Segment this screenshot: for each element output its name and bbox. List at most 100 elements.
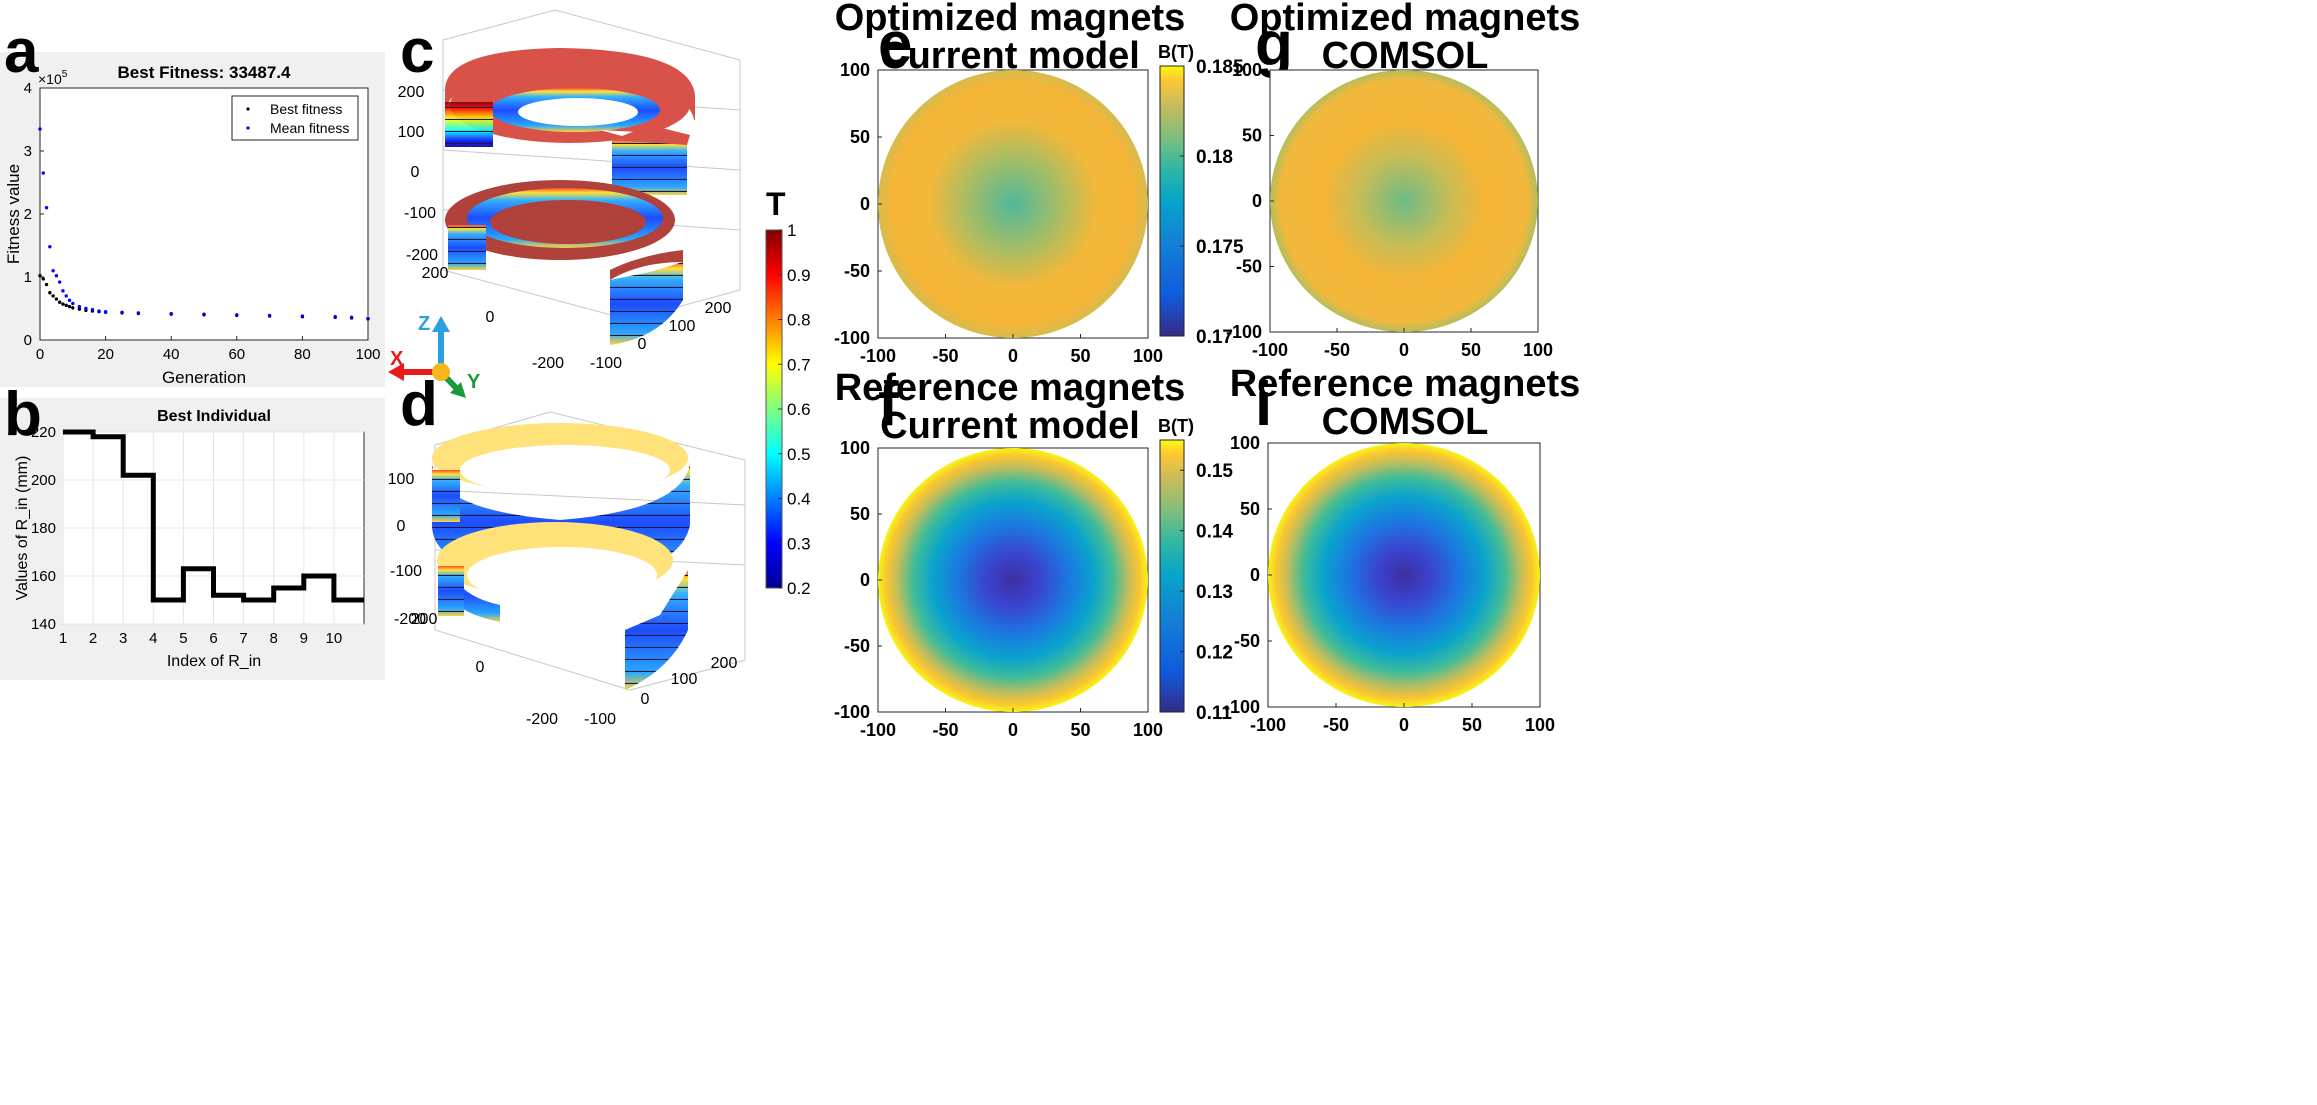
heatmap-colorbar-label: B(T): [1158, 416, 1194, 436]
heatmap-colorbar-tick-label: 0.14: [1196, 522, 1233, 543]
mean-fitness-point: [333, 314, 337, 319]
heatmap-ytick-label: 50: [1242, 126, 1262, 146]
panel-d-y-ticks: -100 0 100 200: [584, 655, 737, 728]
plot-a-xtick-label: 20: [97, 346, 114, 363]
mean-fitness-point: [300, 314, 305, 318]
plot-b-xtick-label: 10: [326, 630, 343, 647]
mean-fitness-point: [349, 315, 354, 320]
plot-b-xtick-label: 2: [89, 630, 97, 647]
plot-b-xtick-label: 7: [239, 630, 247, 647]
legend-best-fitness: Best fitness: [270, 101, 342, 117]
colorbar-T-tick-label: 0.7: [787, 355, 811, 374]
plot-b-xtick-label: 3: [119, 630, 127, 647]
axis-tick-label-3d: 200: [705, 300, 732, 317]
heatmap-title-line: COMSOL: [1322, 401, 1489, 443]
heatmap-ytick-label: -100: [1226, 322, 1262, 342]
heatmap-xtick-label: 50: [1461, 340, 1481, 360]
mean-fitness-point: [90, 308, 95, 312]
plot-b-xlabel: Index of R_in: [167, 653, 261, 670]
panel-label-a: a: [4, 17, 39, 86]
mean-fitness-point: [77, 304, 82, 309]
colorbar-T-tick-label: 0.6: [787, 400, 811, 419]
heatmap-xtick-label: 0: [1008, 720, 1018, 740]
colorbar-T-tick-label: 0.9: [787, 266, 811, 285]
heatmap-xtick-label: -100: [860, 720, 896, 740]
heatmap-title-line: Current model: [880, 405, 1140, 447]
plot-a-points: [38, 127, 370, 321]
panel-d-z-ticks: 100 0 -100 -200: [388, 471, 426, 628]
heatmap-xtick-label: 0: [1399, 715, 1409, 735]
mean-fitness-point: [38, 127, 42, 131]
panel-c-x-ticks: 200 0 -200: [422, 265, 564, 372]
mean-fitness-point: [366, 316, 370, 321]
mean-fitness-point: [48, 245, 52, 249]
best-fitness-point: [57, 300, 62, 304]
heatmap-colorbar-tick-label: 0.18: [1196, 147, 1233, 168]
plot-a-y-exponent: ×105: [38, 69, 68, 87]
mean-fitness-point: [120, 310, 124, 314]
mean-fitness-point: [84, 306, 88, 311]
z-axis-arrowhead: [432, 316, 450, 332]
axes-triad: Z X Y: [388, 313, 481, 398]
heatmap-xtick-label: 0: [1399, 340, 1409, 360]
plot-a-xtick-label: 40: [163, 346, 180, 363]
panel-c-y-ticks: -100 0 100 200: [590, 300, 731, 372]
heatmap-ytick-label: -50: [844, 636, 870, 656]
magnet-ring-top-c: [445, 48, 695, 195]
field-map-disc: [878, 448, 1148, 712]
panel-d-x-ticks: 200 0 -200: [411, 611, 558, 728]
panel-a: a Best Fitness: 33487.4 0 20 40 60 80 100 0 1 2…: [0, 17, 385, 387]
plot-a-legend: Best fitness Mean fitness: [231, 95, 359, 141]
heatmap-ytick-label: 0: [860, 194, 870, 214]
heatmap-colorbar-tick-label: 0.11: [1196, 703, 1232, 724]
heatmap-title-line: Optimized magnets: [1230, 0, 1581, 39]
axis-tick-label-3d: 100: [388, 471, 415, 488]
field-map-disc: [1270, 70, 1538, 332]
heatmap-xtick-label: 100: [1523, 340, 1553, 360]
heatmap-ytick-label: 0: [1252, 191, 1262, 211]
heatmap-xtick-label: -50: [932, 720, 958, 740]
best-fitness-point: [51, 294, 55, 298]
axis-tick-label-3d: 0: [476, 659, 485, 676]
colorbar-T-tick-label: 0.4: [787, 490, 811, 509]
heatmap-xtick-label: 100: [1133, 346, 1163, 366]
best-fitness-point: [71, 306, 75, 310]
mean-fitness-point: [267, 313, 272, 318]
axis-tick-label-3d: 0: [486, 309, 495, 326]
mean-fitness-point: [41, 171, 45, 175]
axis-tick-label-3d: 0: [641, 691, 650, 708]
panel-c-z-ticks: 200 100 0 -100 -200: [398, 84, 438, 264]
plot-b-xtick-label: 4: [149, 630, 157, 647]
axis-tick-label-3d: -100: [404, 205, 436, 222]
best-fitness-point: [77, 307, 82, 311]
magnet-ring-bottom-d: [437, 522, 688, 690]
plot-b-xticks: 1 2 3 4 5 6 7 8 9 10: [59, 630, 342, 647]
heatmap-colorbar: [1159, 65, 1185, 337]
axes-origin: [432, 363, 450, 381]
plot-b-xtick-label: 8: [270, 630, 278, 647]
mean-fitness-point: [136, 311, 141, 315]
heatmap-xtick-label: -50: [1323, 715, 1349, 735]
axis-tick-label-3d: 0: [411, 164, 420, 181]
panel-label-i: i: [1255, 370, 1272, 439]
plot-b-xtick-label: 1: [59, 630, 67, 647]
plot-a-xtick-label: 100: [355, 346, 380, 363]
y-axis-label: Y: [467, 371, 481, 393]
axis-tick-label-3d: -200: [406, 247, 438, 264]
panel-label-c: c: [400, 17, 434, 86]
heatmap-xtick-label: 50: [1070, 346, 1090, 366]
panel-c: c: [398, 9, 741, 372]
heatmap-ytick-label: 100: [1230, 433, 1260, 453]
axis-tick-label-3d: 100: [671, 671, 698, 688]
heatmap-ytick-label: -50: [844, 261, 870, 281]
plot-b-ytick-label: 140: [31, 616, 56, 633]
axis-tick-label-3d: 200: [422, 265, 449, 282]
heatmap-ytick-label: -50: [1234, 631, 1260, 651]
heatmap-ytick-label: 0: [860, 570, 870, 590]
colorbar-T-tick-label: 0.2: [787, 579, 811, 598]
